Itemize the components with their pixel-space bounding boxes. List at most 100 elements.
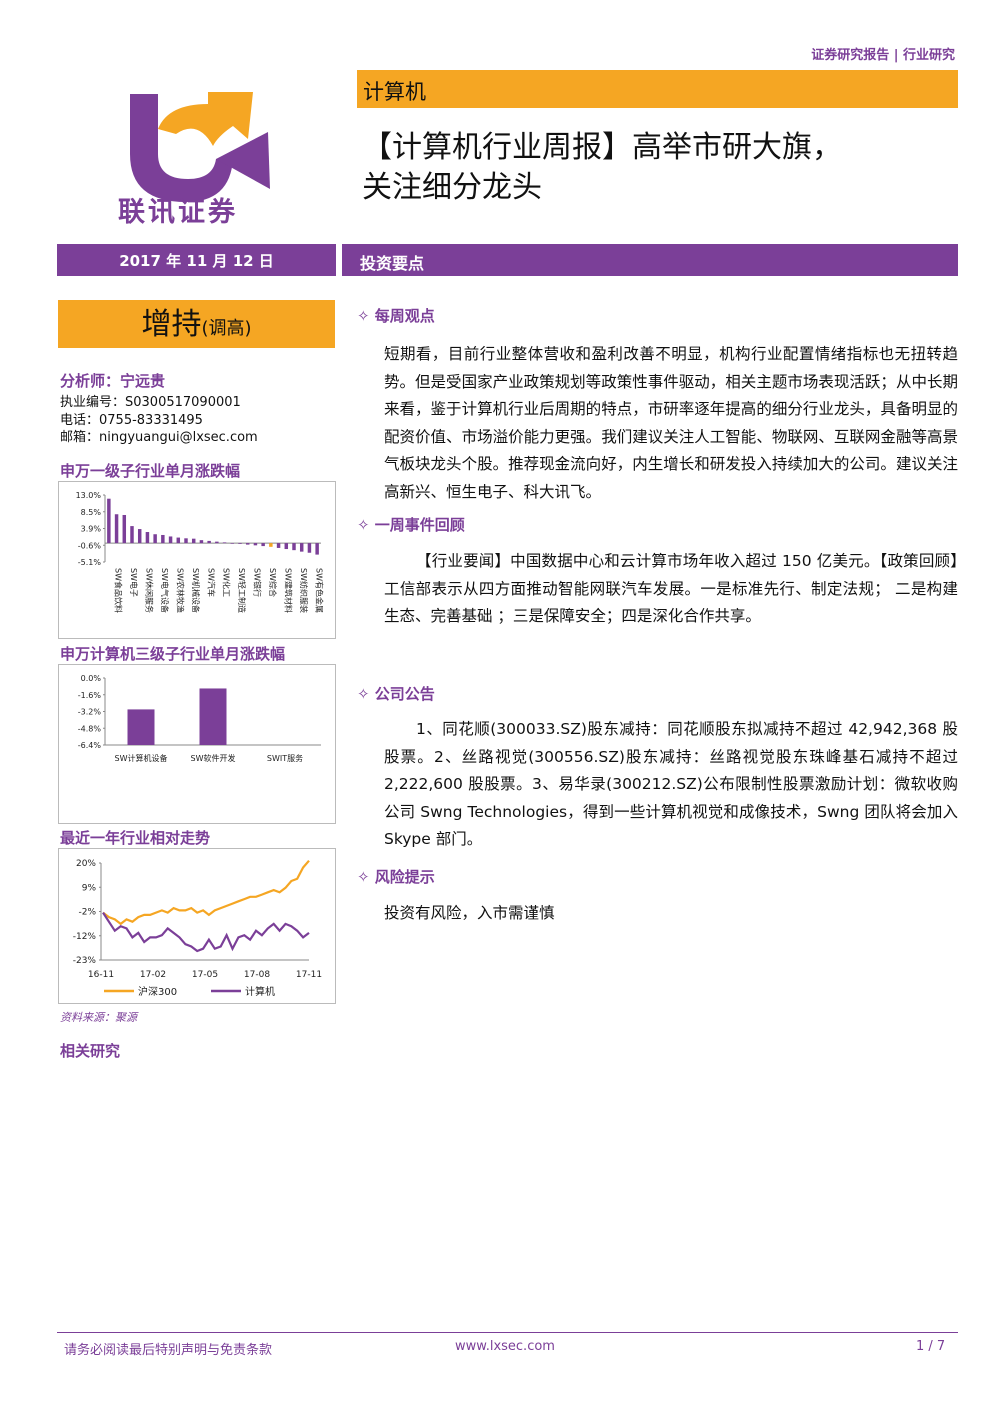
chart1-bar xyxy=(184,538,188,544)
chart1-bar xyxy=(276,543,281,548)
chart1-bar xyxy=(176,537,181,544)
title-line-2: 关注细分龙头 xyxy=(362,170,542,205)
chart1-y-tick: -0.6% xyxy=(78,541,102,550)
weekly-events-heading: ✧ 一周事件回顾 xyxy=(357,516,465,534)
rating-change: (调高) xyxy=(201,318,252,339)
chart1-y-tick: -5.1% xyxy=(78,558,102,567)
chart1-y-tick: 8.5% xyxy=(81,508,102,517)
chart1-x-tick: SW电气设备 xyxy=(160,568,170,613)
weekly-view-text: 短期看，目前行业整体营收和盈利改善不明显，机构行业配置情绪指标也无扭转趋势。但是… xyxy=(384,345,958,501)
chart2-y-tick: -1.6% xyxy=(78,691,102,700)
report-type-label: 证券研究报告 | 行业研究 xyxy=(811,48,955,63)
risk-text: 投资有风险，入市需谨慎 xyxy=(384,904,555,922)
chart1-bar xyxy=(284,543,289,550)
chart3-y-tick: 20% xyxy=(76,859,96,869)
chart1-bar xyxy=(269,543,273,547)
chart1-bar xyxy=(114,514,119,544)
chart1-bar xyxy=(238,543,242,544)
chart1-y-tick: 3.9% xyxy=(81,525,102,534)
rating-box: 增持(调高) xyxy=(58,300,335,348)
chart3-legend-label: 计算机 xyxy=(245,985,275,998)
chart1-x-tick: SW轻工制造 xyxy=(237,568,247,613)
chart1-bar xyxy=(207,540,211,544)
chart1-heading: 申万一级子行业单月涨跌幅 xyxy=(60,462,241,480)
report-title: 【计算机行业周报】高举市研大旗， 关注细分龙头 xyxy=(362,128,962,208)
chart1-x-tick: SW食品饮料 xyxy=(114,568,124,613)
chart2-y-tick: 0.0% xyxy=(81,674,102,683)
chart2-x-tick: SW计算机设备 xyxy=(115,753,168,763)
title-line-1: 【计算机行业周报】高举市研大旗， xyxy=(362,130,842,165)
chart3-x-tick: 17-02 xyxy=(140,970,166,980)
chart3-legend-label: 沪深300 xyxy=(138,985,177,998)
chart1-x-tick: SW银行 xyxy=(253,568,263,597)
chart3-y-tick: -12% xyxy=(73,932,97,942)
company-name: 联讯证券 xyxy=(118,197,238,228)
analyst-name: 分析师：宁远贵 xyxy=(60,372,166,390)
chart1-bar xyxy=(137,529,142,544)
chart3-heading: 最近一年行业相对走势 xyxy=(60,829,211,847)
chart1-bar xyxy=(292,543,296,551)
chart1-x-tick: SW有色金属 xyxy=(314,568,324,613)
chart3-series-line xyxy=(102,912,310,953)
chart3-y-tick: -2% xyxy=(78,908,96,918)
chart1-x-tick: SW休闲服务 xyxy=(145,568,155,613)
chart1-box: 13.0% 8.5% 3.9% -0.6% -5.1% SW食品饮料 SW电子 SW休闲服务 S… xyxy=(58,481,336,639)
sector-banner: 计算机 xyxy=(357,70,958,108)
chart1-bar xyxy=(230,543,235,544)
announcements-text: 1、同花顺(300033.SZ)股东减持：同花顺股东拟减持不超过 42,942,… xyxy=(384,720,958,848)
chart1-x-tick: SW综合 xyxy=(268,568,278,597)
chart2-box: 0.0% -1.6% -3.2% -4.8% -6.4% SW计算机设备 SW软件开发 SWI… xyxy=(58,664,336,824)
chart2-y-tick: -3.2% xyxy=(78,708,102,717)
chart1-x-tick: SW农林牧渔 xyxy=(175,568,185,613)
chart1-bar xyxy=(245,543,250,545)
chart1-svg: 13.0% 8.5% 3.9% -0.6% -5.1% SW食品饮料 SW电子 SW休闲服务 S… xyxy=(76,491,325,613)
risk-heading: ✧ 风险提示 xyxy=(357,868,435,886)
chart1-bar xyxy=(153,534,157,544)
chart1-bar xyxy=(315,543,319,555)
related-research-heading: 相关研究 xyxy=(60,1042,121,1060)
weekly-events-text: 【行业要闻】中国数据中心和云计算市场年收入超过 150 亿美元。【政策回顾】工信… xyxy=(384,552,958,625)
chart2-bar xyxy=(127,709,155,745)
chart2-heading: 申万计算机三级子行业单月涨跌幅 xyxy=(60,645,286,663)
chart1-bar xyxy=(253,543,258,546)
chart1-bar xyxy=(161,534,165,544)
weekly-view-heading: ✧ 每周观点 xyxy=(357,307,435,325)
chart1-x-tick: SW电子 xyxy=(129,568,139,597)
footer-website[interactable]: www.lxsec.com xyxy=(455,1339,555,1354)
chart3-box: 20% 9% -2% -12% -23% 16-11 17-02 17-05 17-08 17-1… xyxy=(58,848,336,1004)
chart3-x-tick: 17-11 xyxy=(296,970,322,980)
rating-main: 增持 xyxy=(141,307,202,342)
footer-page-number: 1 / 7 xyxy=(916,1339,946,1354)
chart3-y-tick: -23% xyxy=(73,956,97,966)
chart1-bar xyxy=(130,526,134,544)
chart1-bar xyxy=(215,541,219,544)
announcements-heading: ✧ 公司公告 xyxy=(357,685,435,703)
chart1-x-tick: SW机械设备 xyxy=(191,568,201,613)
chart1-bar xyxy=(307,543,312,553)
chart2-bar xyxy=(199,688,227,745)
chart1-bar xyxy=(145,532,150,544)
chart3-x-tick: 17-08 xyxy=(244,970,270,980)
chart3-series-line xyxy=(102,859,310,926)
keypoints-banner: 投资要点 xyxy=(342,244,958,276)
footer-disclaimer: 请务必阅读最后特别声明与免责条款 xyxy=(64,1343,273,1358)
chart1-bar xyxy=(222,542,227,544)
chart1-bar xyxy=(299,543,304,552)
chart1-bar xyxy=(261,543,265,547)
chart1-x-tick: SW汽车 xyxy=(206,568,216,597)
sector-name: 计算机 xyxy=(363,80,426,104)
analyst-phone: 电话：0755-83331495 xyxy=(60,413,203,428)
chart1-x-tick: SW纺织服装 xyxy=(299,568,309,613)
analyst-email: 邮箱：ningyuangui@lxsec.com xyxy=(60,430,258,445)
keypoints-heading: 投资要点 xyxy=(360,254,425,273)
chart1-bar xyxy=(191,538,196,544)
chart1-x-tick: SW建筑材料 xyxy=(283,568,293,613)
chart3-svg: 20% 9% -2% -12% -23% 16-11 17-02 17-05 17-08 17-1… xyxy=(73,859,322,998)
chart1-bar xyxy=(122,514,127,544)
footer-divider xyxy=(57,1332,958,1333)
chart2-x-tick: SW软件开发 xyxy=(191,753,236,763)
chart2-svg: 0.0% -1.6% -3.2% -4.8% -6.4% SW计算机设备 SW软件开发 SWI… xyxy=(78,674,321,763)
chart2-y-tick: -4.8% xyxy=(78,724,102,733)
chart1-bar xyxy=(168,536,173,544)
chart1-x-tick: SW化工 xyxy=(222,568,232,597)
